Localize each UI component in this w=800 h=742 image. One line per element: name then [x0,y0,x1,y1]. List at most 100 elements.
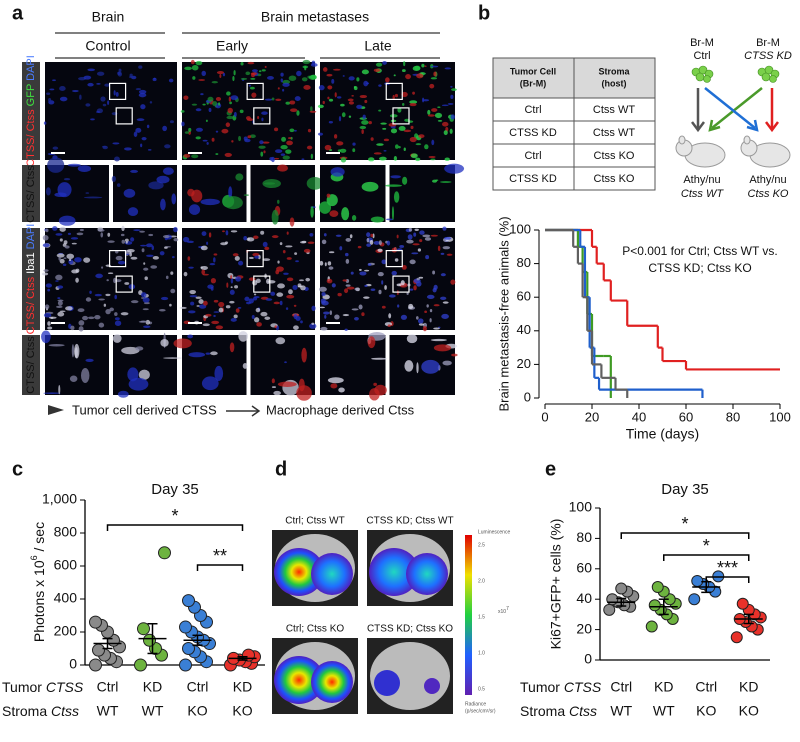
texture [189,289,196,295]
texture [200,245,208,251]
texture [256,322,262,327]
texture [121,239,126,244]
texture [87,316,95,320]
texture [55,233,63,236]
texture [218,301,225,308]
texture [259,140,264,145]
texture [427,109,431,115]
texture [341,207,350,221]
texture [302,59,311,65]
texture [207,284,214,289]
texture [340,103,345,107]
texture [43,312,52,318]
y-tick-label: 0 [69,656,77,672]
texture [394,258,399,262]
texture [83,257,91,263]
texture [230,275,233,279]
texture [277,199,280,204]
texture [297,285,303,288]
data-point [179,658,192,672]
texture [182,236,190,243]
texture [253,293,257,296]
texture [400,280,405,286]
significance-label: ** [213,546,227,566]
mouse-icon [675,135,791,168]
texture [235,173,244,181]
y-tick-label: 100 [569,499,593,515]
data-point [158,546,171,560]
y-tick-label: 600 [54,557,78,573]
texture [211,320,220,325]
data-point [182,642,195,655]
texture [294,252,298,255]
texture [296,110,300,116]
texture [422,234,431,238]
texture [442,301,449,304]
data-point [606,593,619,606]
texture [306,145,313,150]
texture [74,347,78,359]
texture [67,232,72,235]
texture [397,304,400,308]
label-part: Tumor [2,679,42,695]
texture [258,70,262,73]
texture [200,198,220,206]
texture [144,276,148,281]
texture [371,357,388,360]
texture [361,181,379,192]
texture [322,67,328,72]
texture [201,376,219,391]
texture [406,292,409,295]
texture [393,74,396,77]
texture [443,236,452,240]
texture [98,298,105,301]
texture [351,215,357,221]
texture [215,153,219,156]
texture [94,314,101,320]
texture [364,284,368,287]
texture [329,251,335,254]
row-label: Stroma Ctss [2,703,79,719]
texture [184,131,190,134]
texture [105,308,111,315]
texture [422,325,427,332]
texture [146,124,150,129]
row-label: Tumor CTSS [2,679,84,695]
texture [417,318,424,324]
roi-box [108,250,127,268]
data-point [736,597,749,610]
image-label: CTSS KD; Ctss WT [366,516,453,527]
roi-box [385,250,403,268]
y-axis-label: Ki67+GFP+ cells (%) [548,519,564,650]
micrograph [320,335,386,395]
texture [94,293,102,297]
texture [59,226,66,232]
signal [406,553,448,595]
row-label: CTSS/ Ctss [25,336,37,394]
texture [396,234,399,239]
texture [41,330,51,344]
texture [277,164,289,172]
texture [195,127,203,132]
texture [235,308,240,313]
label-part: CTSS [46,679,84,695]
texture [227,107,233,114]
texture [199,304,207,309]
texture [450,94,454,99]
texture [421,359,440,374]
texture [200,93,204,96]
texture [57,285,64,289]
texture [252,252,260,257]
texture [181,121,185,127]
texture [140,143,143,148]
texture [170,271,174,275]
texture [149,101,153,104]
data-point [182,594,195,608]
texture [341,112,346,118]
x-tick-label: 20 [585,409,599,424]
header: Brain [92,9,125,25]
label-part: Stroma [2,703,47,719]
texture [147,148,152,151]
texture [338,116,342,122]
texture [124,282,130,285]
